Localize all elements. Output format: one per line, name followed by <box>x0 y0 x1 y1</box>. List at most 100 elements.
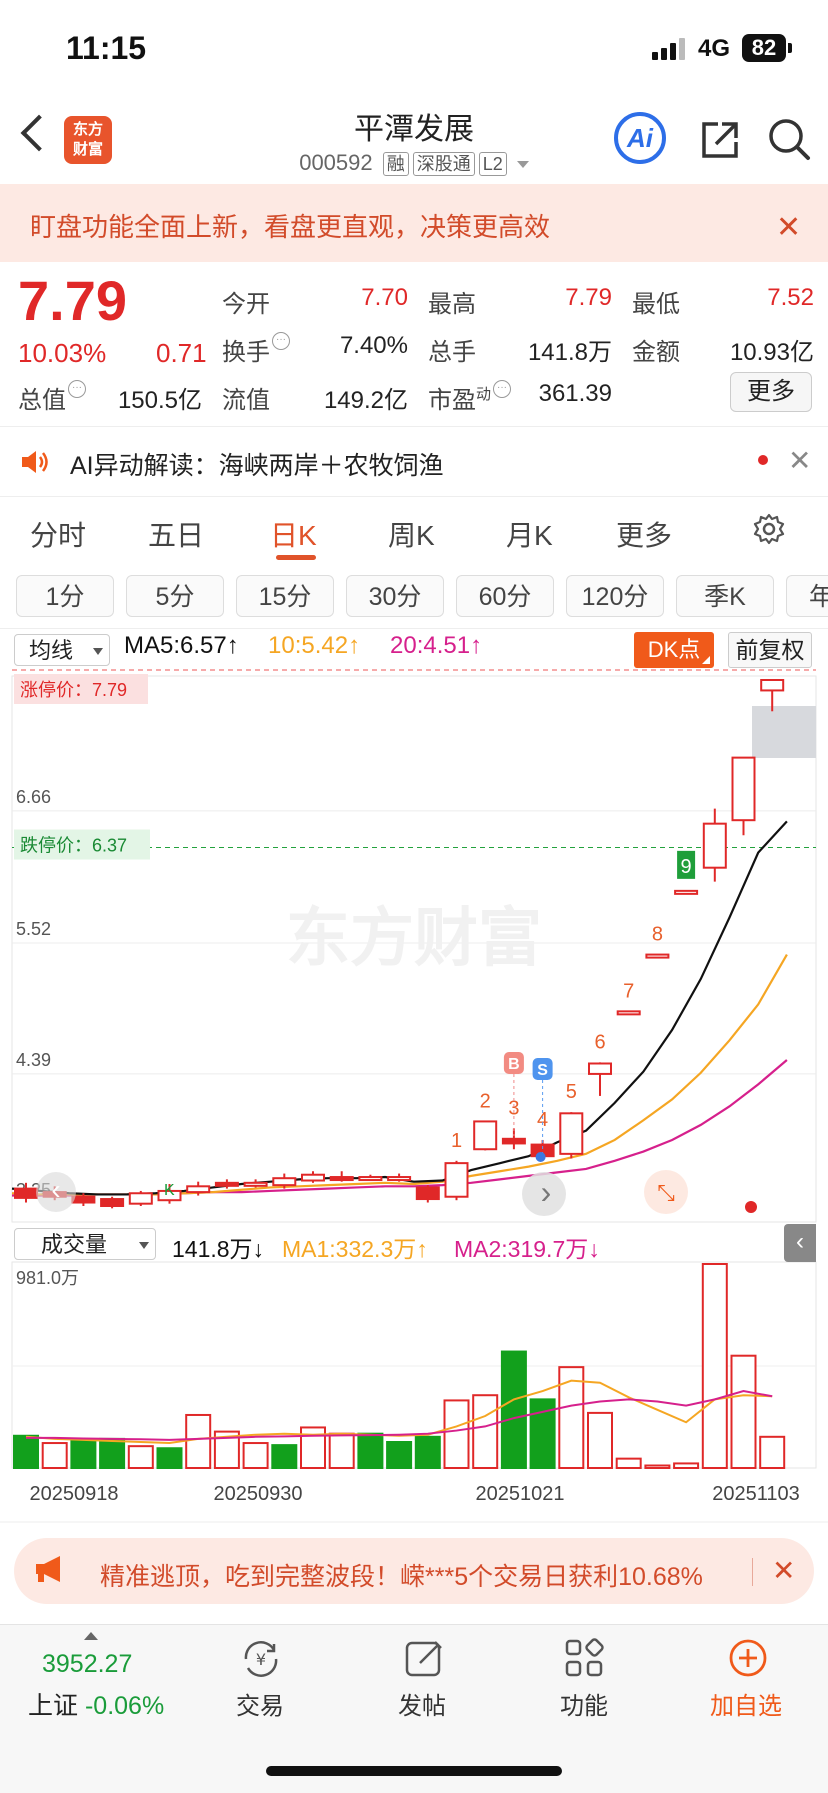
k-signal-label: K <box>164 1182 175 1199</box>
last-price: 7.79 <box>18 269 127 332</box>
high-label: 最高 <box>428 291 476 318</box>
candle-body <box>473 1120 498 1151</box>
zoom-out-control <box>36 1172 76 1212</box>
pe-type: 动 <box>476 386 492 403</box>
volume-ma1-line <box>25 1379 773 1445</box>
ma10-value: 10:5.42↑ <box>268 632 361 659</box>
limit-up-label: 涨停价：7.79 <box>20 680 127 700</box>
expand-up-icon[interactable] <box>84 1632 98 1640</box>
sequence-badge <box>677 850 696 879</box>
promo-banner[interactable] <box>14 1538 814 1604</box>
watermark: 东方财富 <box>286 902 542 974</box>
kline-chart[interactable]: 7.796.665.524.393.25东方财富涨停价：7.79跌停价：6.37… <box>0 0 828 1540</box>
candle-body <box>559 1112 584 1155</box>
volume-value: 141.8万 <box>527 339 612 366</box>
index-value[interactable]: 3952.27 <box>42 1650 133 1678</box>
candle-body <box>243 1181 268 1187</box>
notice-close-icon[interactable]: ✕ <box>776 211 802 244</box>
divider <box>0 628 828 629</box>
adjust-button[interactable]: 前复权 <box>728 632 812 668</box>
status-time: 11:15 <box>66 30 147 66</box>
stock-code-row[interactable]: 000592 融深股通 L2 <box>0 150 828 176</box>
ai-assistant-button[interactable]: Ai <box>614 112 666 164</box>
chevron-down-icon[interactable] <box>516 160 529 168</box>
home-indicator <box>266 1766 562 1776</box>
x-tick-label: 20250918 <box>30 1483 119 1505</box>
y-tick-label: 6.66 <box>16 787 51 807</box>
period-120min[interactable]: 120分 <box>566 575 664 617</box>
nav-function[interactable]: 功能 <box>560 1693 608 1720</box>
signal-icon <box>652 38 688 60</box>
network-type: 4G <box>698 35 731 62</box>
post-icon[interactable] <box>402 1636 446 1685</box>
promo-divider <box>752 1558 753 1586</box>
volume-bar <box>99 1437 126 1469</box>
sell-signal-badge <box>532 1058 553 1080</box>
volume-bar <box>472 1394 499 1470</box>
tab-more[interactable]: 更多 <box>616 514 684 554</box>
chevron-down-icon <box>139 1242 149 1249</box>
expand-control <box>644 1170 688 1214</box>
volume-bar <box>70 1438 97 1470</box>
notice-banner[interactable] <box>0 184 828 262</box>
buy-signal-label: B <box>508 1056 520 1073</box>
volume-indicator-select[interactable]: 成交量 <box>14 1228 156 1260</box>
gear-icon[interactable] <box>752 512 786 551</box>
turnover-label: 换手 ··· <box>222 332 290 367</box>
volume-ma2: MA2:319.7万↓ <box>454 1236 600 1262</box>
candle-body <box>588 1062 612 1075</box>
sequence-number: 5 <box>566 1081 577 1103</box>
nav-post[interactable]: 发帖 <box>398 1693 446 1720</box>
sequence-number: 8 <box>652 924 663 946</box>
volume-bar <box>242 1442 269 1470</box>
tab-weekly-k[interactable]: 周K <box>388 520 435 551</box>
low-label: 最低 <box>632 291 680 318</box>
ma20-value: 20:4.51↑ <box>390 632 483 659</box>
ai-insight-text[interactable]: AI异动解读：海峡两岸＋农牧饲渔 <box>70 452 444 480</box>
candle-body <box>157 1189 182 1202</box>
ai-insight-close-icon[interactable]: ✕ <box>788 445 812 476</box>
float-label: 流值 <box>222 387 270 414</box>
function-icon[interactable] <box>562 1636 606 1685</box>
promo-close-icon[interactable]: ✕ <box>772 1555 796 1586</box>
turnover-value: 7.40% <box>339 332 408 359</box>
period-1min[interactable]: 1分 <box>16 575 114 617</box>
tab-monthly-k[interactable]: 月K <box>506 520 553 551</box>
volume-bar <box>615 1457 642 1470</box>
volume-bar <box>156 1447 183 1469</box>
search-icon[interactable] <box>766 116 812 167</box>
volume-ma1: MA1:332.3万↑ <box>282 1236 428 1262</box>
sequence-number: 6 <box>594 1031 605 1053</box>
volume-ma2-line <box>26 1390 773 1441</box>
dk-point-button[interactable]: DK点 <box>634 632 714 668</box>
period-5min[interactable]: 5分 <box>126 575 224 617</box>
period-15min[interactable]: 15分 <box>236 575 334 617</box>
ma10-line <box>11 954 788 1196</box>
promo-text: 精准逃顶，吃到完整波段！嵘***5个交易日获利10.68% <box>100 1563 703 1591</box>
tab-daily-k[interactable]: 日K <box>270 520 317 551</box>
more-quote-button[interactable]: 更多 <box>730 372 812 412</box>
index-ticker[interactable]: 上证 -0.06% <box>28 1692 165 1720</box>
collapse-panel-button[interactable]: ‹ <box>784 1224 816 1262</box>
x-tick-label: 20250930 <box>214 1483 303 1505</box>
next-icon: › <box>541 1174 552 1210</box>
share-icon[interactable] <box>698 118 742 167</box>
nav-trade[interactable]: 交易 <box>236 1693 284 1720</box>
volume-bar <box>386 1441 413 1469</box>
nav-add-watchlist[interactable]: 加自选 <box>710 1693 782 1720</box>
pe-value: 361.39 <box>538 380 612 407</box>
candle-body <box>415 1186 440 1201</box>
trade-icon[interactable]: ¥ <box>238 1636 284 1687</box>
volume-bar <box>443 1399 470 1469</box>
logo-text-top: 东方 <box>72 121 103 138</box>
period-60min[interactable]: 60分 <box>456 575 554 617</box>
indicator-select[interactable]: 均线 <box>14 634 110 666</box>
period-30min[interactable]: 30分 <box>346 575 444 617</box>
period-year[interactable]: 年 <box>786 575 828 617</box>
tab-five-day[interactable]: 五日 <box>148 520 205 551</box>
add-watchlist-icon[interactable] <box>726 1636 770 1685</box>
candle-body <box>186 1185 211 1194</box>
tab-intraday[interactable]: 分时 <box>30 520 87 551</box>
period-quarter[interactable]: 季K <box>676 575 774 617</box>
change-amount: 0.71 <box>156 338 207 368</box>
